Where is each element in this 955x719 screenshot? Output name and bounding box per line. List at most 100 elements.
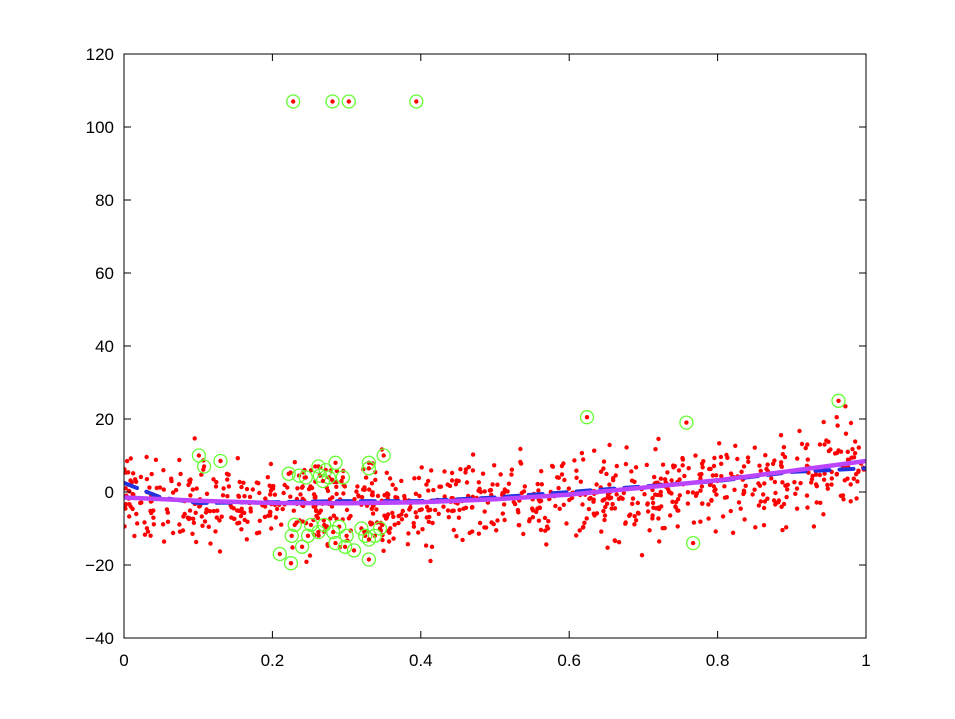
data-point (698, 519, 703, 524)
data-point (616, 540, 622, 545)
data-point (743, 483, 748, 488)
y-tick-label: 20 (95, 410, 114, 429)
data-point (813, 472, 819, 477)
x-tick-label: 1 (861, 651, 870, 670)
data-point (161, 487, 166, 492)
data-point (403, 513, 409, 518)
data-point (609, 506, 614, 511)
data-point (494, 528, 499, 533)
data-point (843, 431, 849, 436)
data-point (482, 509, 487, 514)
data-point (730, 530, 736, 535)
data-point (539, 482, 544, 487)
data-point (204, 491, 210, 496)
data-point (728, 508, 733, 514)
data-point (757, 463, 762, 468)
data-point (658, 476, 664, 481)
data-point (657, 539, 662, 544)
data-point (845, 457, 851, 462)
data-point (411, 520, 416, 526)
data-point (194, 486, 199, 491)
data-point (630, 496, 636, 501)
data-point (431, 487, 436, 493)
data-point (632, 522, 637, 527)
data-point (272, 492, 278, 497)
data-point (834, 450, 840, 456)
outlier-point (346, 99, 351, 104)
data-point (370, 493, 375, 498)
data-point (239, 484, 244, 490)
data-point (854, 496, 859, 501)
data-point (470, 452, 476, 457)
data-point (285, 485, 290, 490)
data-point (124, 503, 128, 508)
data-point (380, 522, 385, 528)
data-point (161, 539, 167, 544)
data-point (712, 455, 717, 461)
outlier-point (320, 478, 326, 484)
data-point (193, 510, 198, 515)
data-point (200, 523, 205, 528)
data-point (206, 524, 211, 529)
data-point (850, 447, 855, 452)
data-point (536, 518, 542, 523)
data-point (733, 443, 738, 448)
data-point (851, 476, 856, 481)
data-point (821, 477, 827, 482)
data-point (185, 515, 191, 520)
data-point (133, 479, 139, 484)
data-point (203, 510, 209, 515)
data-point (191, 520, 197, 525)
data-point (848, 420, 854, 426)
data-point (373, 477, 378, 483)
data-point (151, 508, 156, 513)
data-point (629, 469, 634, 474)
data-point (676, 468, 682, 473)
data-point (602, 517, 607, 523)
data-point (124, 470, 128, 475)
outlier-ring (679, 415, 694, 430)
data-point (214, 515, 219, 520)
data-point (752, 487, 757, 492)
data-point (138, 500, 143, 506)
data-point (605, 545, 610, 550)
data-point (446, 515, 451, 520)
data-point (778, 433, 784, 438)
data-point (381, 548, 386, 553)
data-point (127, 514, 132, 519)
data-point (538, 527, 544, 533)
data-point (411, 524, 417, 529)
data-point (148, 533, 153, 538)
data-point (430, 520, 435, 526)
outlier-ring (286, 94, 301, 109)
data-point (386, 539, 392, 544)
data-point (770, 461, 776, 466)
data-point (442, 469, 447, 474)
data-point (130, 506, 135, 512)
data-point (630, 501, 635, 506)
data-point (180, 528, 186, 533)
data-point (388, 526, 393, 531)
data-point (344, 507, 350, 513)
data-point (718, 454, 724, 460)
y-tick-label: −20 (85, 556, 114, 575)
data-point (267, 509, 273, 514)
data-point (706, 502, 711, 507)
data-point (267, 483, 272, 488)
data-point (662, 477, 668, 482)
data-point (329, 477, 335, 482)
outlier-point (377, 526, 383, 531)
data-point (269, 526, 274, 531)
data-point (848, 499, 853, 504)
data-point (535, 481, 540, 487)
data-point (217, 549, 223, 554)
data-point (457, 507, 462, 513)
data-point (772, 479, 778, 485)
data-point (199, 472, 204, 477)
data-point (290, 545, 295, 550)
data-point (613, 473, 618, 478)
data-point (584, 516, 589, 521)
x-axis: 0 0.2 0.4 0.6 0.8 1 (119, 54, 871, 670)
data-point (728, 471, 734, 476)
